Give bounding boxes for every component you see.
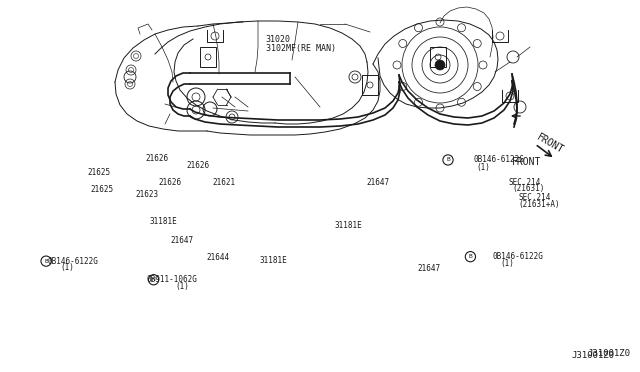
Text: 21647: 21647	[417, 264, 440, 273]
Text: J31001Z0: J31001Z0	[587, 350, 630, 359]
Text: J31001Z0: J31001Z0	[572, 351, 614, 360]
Text: B: B	[44, 259, 48, 264]
Text: SEC.214: SEC.214	[518, 193, 551, 202]
Text: (21631+A): (21631+A)	[518, 200, 560, 209]
Text: 21625: 21625	[88, 169, 111, 177]
Text: 21626: 21626	[187, 161, 210, 170]
Text: 21621: 21621	[212, 178, 236, 187]
Circle shape	[435, 60, 445, 70]
Text: 0B146-6122G: 0B146-6122G	[493, 252, 543, 261]
Text: (21631): (21631)	[512, 184, 545, 193]
Text: (1): (1)	[175, 282, 189, 291]
Text: N: N	[152, 277, 156, 282]
Text: 31181E: 31181E	[149, 217, 177, 226]
Text: 0B146-6122G: 0B146-6122G	[474, 155, 524, 164]
Text: 31181E: 31181E	[259, 256, 287, 265]
Bar	[430, 47, 446, 67]
Text: 21647: 21647	[366, 178, 389, 187]
Text: 0B146-6122G: 0B146-6122G	[48, 257, 99, 266]
Text: FRONT: FRONT	[535, 132, 565, 155]
Text: 21647: 21647	[171, 236, 194, 245]
Text: SEC.214: SEC.214	[509, 178, 541, 187]
Bar	[200, 47, 216, 67]
Text: 21644: 21644	[206, 253, 229, 262]
Text: 3102MF(RE MAN): 3102MF(RE MAN)	[266, 44, 335, 53]
Text: 31181E: 31181E	[335, 221, 363, 230]
Text: 21626: 21626	[145, 154, 168, 163]
Text: (1): (1)	[476, 163, 490, 172]
Text: B: B	[446, 157, 450, 163]
Text: 31020: 31020	[266, 35, 291, 44]
Text: 0B911-1062G: 0B911-1062G	[146, 275, 197, 284]
Text: (1): (1)	[500, 259, 515, 267]
Bar	[362, 75, 378, 95]
Text: 21623: 21623	[136, 190, 159, 199]
Text: B: B	[468, 254, 472, 259]
Text: 21625: 21625	[91, 185, 114, 194]
Text: 21626: 21626	[158, 178, 181, 187]
Text: FRONT: FRONT	[512, 157, 541, 167]
Text: (1): (1)	[60, 263, 74, 272]
